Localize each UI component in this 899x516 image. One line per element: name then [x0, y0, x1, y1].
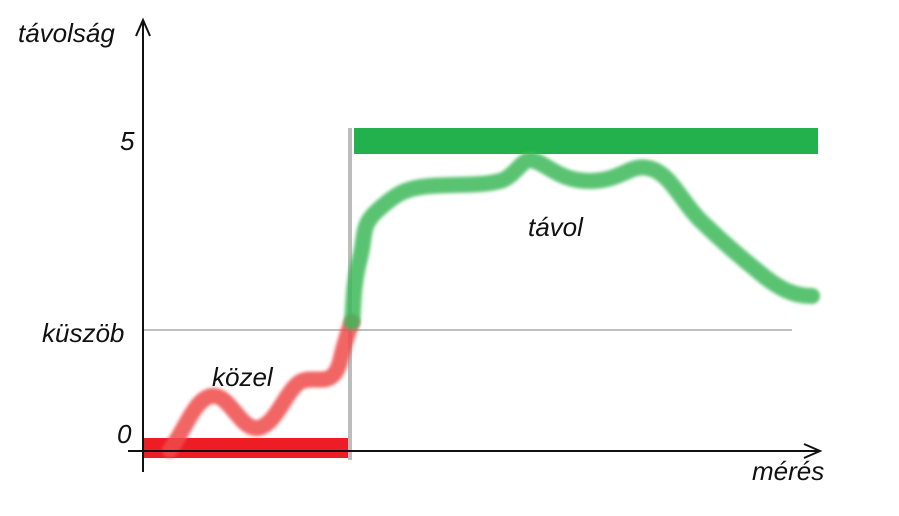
- x-axis-title: mérés: [752, 456, 824, 486]
- near-region-label: közel: [212, 362, 274, 392]
- y-axis-title: távolság: [18, 18, 115, 48]
- far-distance-curve: [344, 152, 820, 330]
- tick-label-five: 5: [120, 126, 135, 156]
- x-axis-arrow: [803, 443, 823, 459]
- max-level-bar: [354, 128, 818, 154]
- far-region-label: távol: [528, 212, 584, 242]
- zero-level-bar: [143, 438, 349, 458]
- tick-label-zero: 0: [117, 419, 132, 449]
- tick-label-threshold: küszöb: [42, 318, 124, 348]
- y-axis-arrow: [135, 17, 151, 37]
- near-distance-curve: [162, 314, 360, 458]
